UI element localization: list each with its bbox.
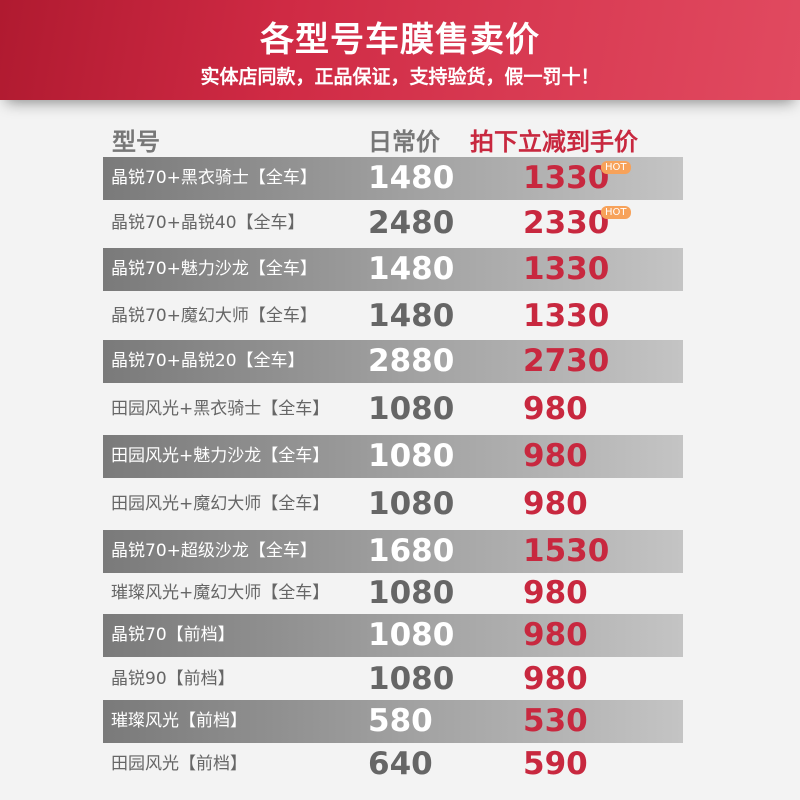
- discount-price: 2330: [523, 205, 610, 241]
- table-row: 璀璨风光【前档】 580 530: [103, 700, 683, 743]
- hot-badge: HOT: [601, 206, 631, 219]
- model-name: 晶锐70【前档】: [111, 625, 235, 645]
- model-name: 田园风光+魔幻大师【全车】: [111, 494, 330, 514]
- regular-price: 1080: [368, 661, 455, 697]
- discount-price: 1330: [523, 298, 610, 334]
- model-name: 璀璨风光+魔幻大师【全车】: [111, 583, 330, 603]
- discount-price: 530: [523, 703, 588, 739]
- regular-price: 2880: [368, 343, 455, 379]
- discount-price: 980: [523, 486, 588, 522]
- table-row: 晶锐70+黑衣骑士【全车】 1480 1330 HOT: [103, 157, 683, 200]
- discount-price: 980: [523, 391, 588, 427]
- table-row: 田园风光+魅力沙龙【全车】 1080 980: [103, 435, 683, 478]
- banner-subtitle: 实体店同款，正品保证，支持验货，假一罚十！: [200, 66, 600, 88]
- discount-price: 980: [523, 438, 588, 474]
- header-model: 型号: [112, 128, 160, 156]
- table-row: 晶锐70+魔幻大师【全车】 1480 1330: [103, 295, 683, 338]
- regular-price: 1680: [368, 533, 455, 569]
- table-row: 晶锐70+晶锐20【全车】 2880 2730: [103, 340, 683, 383]
- model-name: 晶锐70+魅力沙龙【全车】: [111, 259, 317, 279]
- model-name: 晶锐70+黑衣骑士【全车】: [111, 168, 317, 188]
- table-row: 田园风光【前档】 640 590: [103, 743, 683, 786]
- header-regular-price: 日常价: [368, 128, 440, 156]
- regular-price: 1480: [368, 251, 455, 287]
- model-name: 田园风光+黑衣骑士【全车】: [111, 399, 330, 419]
- table-row: 晶锐70+超级沙龙【全车】 1680 1530: [103, 530, 683, 573]
- discount-price: 980: [523, 575, 588, 611]
- regular-price: 1480: [368, 160, 455, 196]
- discount-price: 2730: [523, 343, 610, 379]
- regular-price: 1080: [368, 391, 455, 427]
- regular-price: 640: [368, 746, 433, 782]
- regular-price: 1080: [368, 486, 455, 522]
- table-row: 璀璨风光+魔幻大师【全车】 1080 980: [103, 572, 683, 615]
- discount-price: 590: [523, 746, 588, 782]
- model-name: 晶锐70+晶锐40【全车】: [111, 213, 305, 233]
- discount-price: 1530: [523, 533, 610, 569]
- regular-price: 1080: [368, 438, 455, 474]
- banner-title: 各型号车膜售卖价: [260, 20, 540, 60]
- table-row: 田园风光+魔幻大师【全车】 1080 980: [103, 483, 683, 526]
- model-name: 晶锐70+魔幻大师【全车】: [111, 306, 317, 326]
- table-row: 田园风光+黑衣骑士【全车】 1080 980: [103, 388, 683, 431]
- model-name: 晶锐70+晶锐20【全车】: [111, 351, 305, 371]
- header-discount-price: 拍下立减到手价: [470, 128, 638, 156]
- model-name: 晶锐90【前档】: [111, 669, 235, 689]
- banner: 各型号车膜售卖价 实体店同款，正品保证，支持验货，假一罚十！: [0, 0, 800, 100]
- discount-price: 980: [523, 617, 588, 653]
- model-name: 璀璨风光【前档】: [111, 711, 247, 731]
- regular-price: 1080: [368, 617, 455, 653]
- regular-price: 580: [368, 703, 433, 739]
- model-name: 晶锐70+超级沙龙【全车】: [111, 541, 317, 561]
- discount-price: 1330: [523, 251, 610, 287]
- model-name: 田园风光【前档】: [111, 754, 247, 774]
- table-row: 晶锐90【前档】 1080 980: [103, 658, 683, 701]
- model-name: 田园风光+魅力沙龙【全车】: [111, 446, 330, 466]
- regular-price: 2480: [368, 205, 455, 241]
- table-row: 晶锐70+晶锐40【全车】 2480 2330 HOT: [103, 202, 683, 245]
- regular-price: 1080: [368, 575, 455, 611]
- table-row: 晶锐70+魅力沙龙【全车】 1480 1330: [103, 248, 683, 291]
- table-row: 晶锐70【前档】 1080 980: [103, 614, 683, 657]
- regular-price: 1480: [368, 298, 455, 334]
- discount-price: 980: [523, 661, 588, 697]
- discount-price: 1330: [523, 160, 610, 196]
- hot-badge: HOT: [601, 161, 631, 174]
